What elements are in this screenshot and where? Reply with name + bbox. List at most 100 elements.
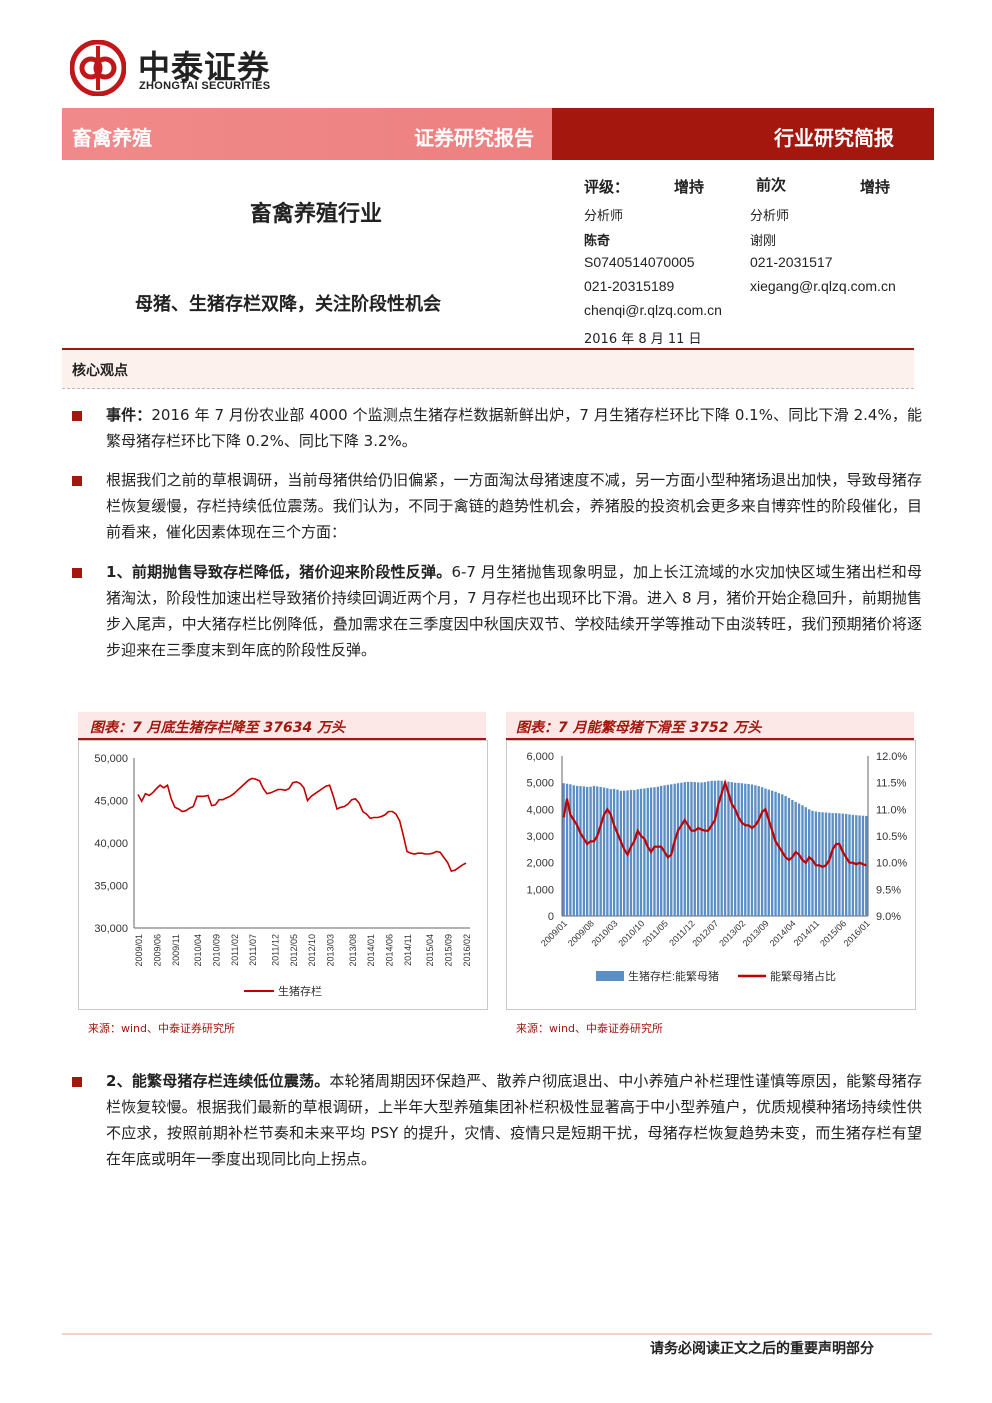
chart1-title-bar	[78, 712, 486, 740]
bar-sow-inventory	[576, 785, 579, 916]
y2-tick-label: 11.0%	[876, 804, 907, 816]
bar-sow-inventory	[606, 788, 609, 916]
bar-sow-inventory	[690, 781, 693, 916]
analyst2-name: 谢刚	[750, 234, 777, 249]
prev-rating-label: 前次	[756, 176, 787, 194]
core-view-header	[62, 348, 914, 389]
bar-sow-inventory	[703, 782, 707, 916]
x-tick-label: 2011/05	[640, 918, 670, 948]
bar-sow-inventory	[767, 789, 770, 916]
bar-sow-inventory	[828, 812, 831, 916]
x-tick-label: 2012/10	[307, 934, 317, 967]
banner-left-bg	[62, 108, 552, 160]
bar-sow-inventory	[811, 810, 814, 916]
bar-sow-inventory	[676, 783, 680, 916]
x-tick-label: 2010/03	[589, 918, 619, 948]
bar-sow-inventory	[727, 781, 730, 916]
bar-sow-inventory	[777, 793, 781, 916]
paragraph-lead: 2、能繁母猪存栏连续低位震荡。	[106, 1072, 330, 1090]
x-tick-label: 2009/06	[152, 934, 162, 967]
industry-title: 畜禽养殖行业	[250, 202, 383, 227]
bar-sow-inventory	[596, 786, 599, 916]
bullet-icon	[72, 476, 82, 486]
legend-label: 能繁母猪占比	[770, 969, 836, 983]
analyst1-phone: 021-20315189	[584, 278, 675, 294]
analyst2-email[interactable]: xiegang@r.qlzq.com.cn	[750, 278, 896, 294]
core-view-title: 核心观点	[72, 363, 128, 379]
bar-sow-inventory	[851, 814, 855, 916]
bar-sow-inventory	[757, 786, 760, 916]
bar-sow-inventory	[821, 812, 824, 916]
bar-sow-inventory	[646, 788, 649, 916]
series-line-sow-ratio	[562, 779, 867, 869]
x-tick-label: 2013/08	[348, 934, 358, 967]
analyst1-email[interactable]: chenqi@r.qlzq.com.cn	[584, 302, 722, 318]
bar-sow-inventory	[592, 785, 596, 916]
paragraph-event: 事件：2016 年 7 月份农业部 4000 个监测点生猪存栏数据新鲜出炉，7 …	[106, 402, 922, 454]
bar-sow-inventory	[680, 782, 683, 916]
bar-sow-inventory	[720, 780, 723, 916]
y-tick-label: 2,000	[526, 858, 554, 870]
rating-value: 增持	[674, 178, 705, 196]
x-tick-label: 2015/04	[425, 934, 435, 967]
bar-sow-inventory	[683, 782, 686, 916]
bar-sow-inventory	[740, 783, 744, 916]
y-tick-label: 4,000	[526, 804, 554, 816]
x-tick-label: 2012/05	[289, 934, 299, 967]
legend-label: 生猪存栏:能繁母猪	[628, 969, 719, 983]
bar-sow-inventory	[660, 785, 663, 916]
chart2-frame	[506, 740, 916, 1010]
x-tick-label: 2013/09	[741, 918, 771, 948]
bar-sow-inventory	[623, 790, 626, 916]
banner-right-bg	[552, 108, 934, 160]
bar-sow-inventory	[865, 815, 868, 916]
x-tick-label: 2014/04	[768, 918, 798, 948]
bar-sow-inventory	[855, 815, 858, 916]
x-tick-label: 2014/11	[403, 934, 413, 966]
y-tick-label: 35,000	[94, 881, 128, 893]
bar-sow-inventory	[572, 785, 575, 916]
bar-sow-inventory	[858, 815, 861, 916]
analyst1-name: 陈奇	[584, 234, 611, 249]
rating-label: 评级：	[584, 178, 630, 196]
paragraph-text: 本轮猪周期因环保趋严、散养户彻底退出、中小养殖户补栏理性谨慎等原因，能繁母猪存栏…	[106, 1072, 922, 1168]
bar-sow-inventory	[562, 783, 565, 916]
x-tick-label: 2010/10	[616, 918, 646, 948]
y-tick-label: 0	[548, 911, 554, 923]
sow-inventory-chart: 6,000 5,000 4,000 3,000 2,000 1,000 0 12.0% 11.5…	[526, 751, 907, 983]
x-tick-label: 2011/12	[270, 934, 280, 966]
bar-sow-inventory	[636, 789, 639, 916]
x-tick-label: 2011/07	[248, 934, 258, 966]
bar-sow-inventory	[589, 786, 592, 916]
bar-sow-inventory	[861, 815, 865, 916]
bar-sow-inventory	[710, 780, 713, 916]
bullet-icon	[72, 1077, 82, 1087]
bar-sow-inventory	[609, 789, 612, 916]
y2-tick-label: 9.0%	[876, 911, 901, 923]
bar-sow-inventory	[616, 789, 619, 916]
logo-en-text: ZHONGTAI SECURITIES	[139, 80, 271, 92]
bar-sow-inventory	[750, 784, 754, 916]
footer-disclaimer: 请务必阅读正文之后的重要声明部分	[650, 1341, 874, 1357]
x-tick-label: 2016/02	[462, 934, 472, 967]
y2-tick-label: 10.0%	[876, 858, 907, 870]
chart1-frame	[78, 740, 488, 1010]
bar-sow-inventory	[841, 813, 844, 916]
analyst1-cert: S0740514070005	[584, 254, 695, 270]
bar-sow-inventory	[794, 801, 797, 916]
y2-tick-label: 11.5%	[876, 778, 907, 790]
y-tick-label: 6,000	[526, 751, 554, 763]
zhongtai-logo-icon	[69, 39, 127, 97]
bar-sow-inventory	[808, 809, 811, 916]
bar-sow-inventory	[754, 785, 757, 916]
bullet-icon	[72, 411, 82, 421]
prev-rating-value: 增持	[860, 178, 891, 196]
banner-industry: 畜禽养殖	[72, 126, 152, 150]
y-tick-label: 40,000	[94, 838, 128, 850]
bar-sow-inventory	[602, 787, 606, 916]
y-tick-label: 30,000	[94, 923, 128, 935]
bar-sow-inventory	[673, 783, 676, 916]
y2-tick-label: 12.0%	[876, 751, 907, 763]
x-tick-label: 2014/11	[792, 918, 822, 948]
x-tick-label: 2010/09	[211, 934, 221, 967]
